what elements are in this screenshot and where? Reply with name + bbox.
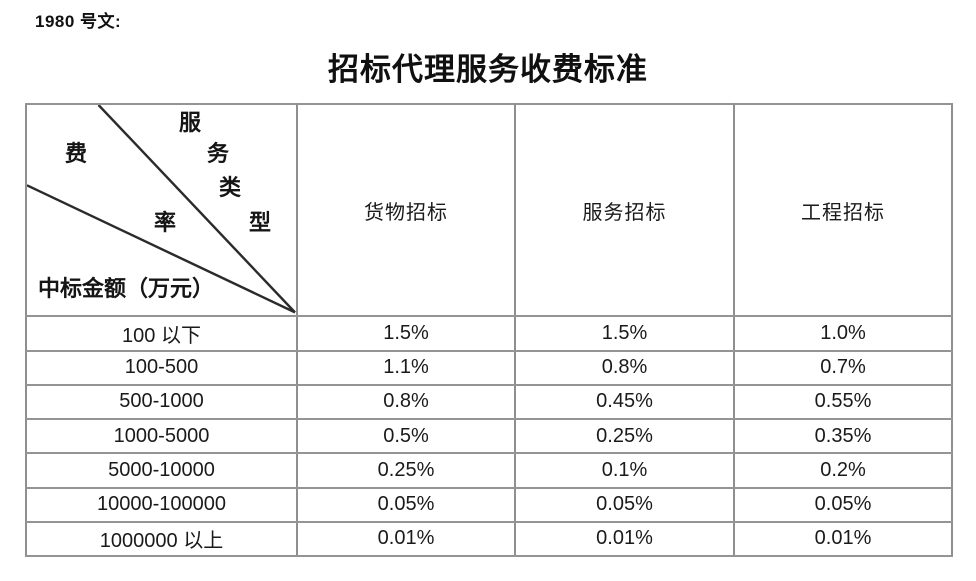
row-label: 5000-10000 [25,452,298,489]
rate-cell: 0.1% [514,452,735,489]
doc-ref: 1980 号文: [35,12,122,31]
row-label: 1000000 以上 [25,520,298,558]
corner-char-fu: 服 [179,110,202,135]
corner-char-wu: 务 [207,141,230,166]
rate-cell: 0.7% [733,349,953,386]
table-row: 100-500 1.1% 0.8% 0.7% [25,349,953,386]
rate-cell: 1.5% [296,315,516,352]
diagonal-line-upper [97,105,296,314]
rate-cell: 0.8% [514,349,735,386]
rate-cell: 0.35% [733,418,953,455]
rate-cell: 0.01% [296,520,516,558]
column-header-services: 服务招标 [514,102,735,318]
rate-cell: 0.45% [514,383,735,421]
row-label: 1000-5000 [25,418,298,455]
table-header-row: 费 服 务 类 率 型 中标金额（万元） 货物招标 服务招标 工程招标 [25,102,953,318]
fee-standard-table: 费 服 务 类 率 型 中标金额（万元） 货物招标 服务招标 工程招标 100 … [25,102,953,558]
diagonal-lines [27,105,296,314]
rate-cell: 0.2% [733,452,953,489]
corner-char-fei: 费 [65,141,88,166]
rate-cell: 1.5% [514,315,735,352]
rate-cell: 0.55% [733,383,953,421]
rate-cell: 0.8% [296,383,516,421]
rate-cell: 0.5% [296,418,516,455]
table-row: 10000-100000 0.05% 0.05% 0.05% [25,486,953,523]
rate-cell: 1.1% [296,349,516,386]
corner-char-lei: 类 [219,175,242,200]
table-row: 1000-5000 0.5% 0.25% 0.35% [25,418,953,455]
column-header-goods: 货物招标 [296,102,516,318]
corner-char-lv: 率 [154,210,177,235]
corner-char-xing: 型 [249,210,272,235]
rate-cell: 1.0% [733,315,953,352]
row-label: 100-500 [25,349,298,386]
diagonal-line-lower [27,184,296,314]
page-title: 招标代理服务收费标准 [328,52,648,87]
table-row: 5000-10000 0.25% 0.1% 0.2% [25,452,953,489]
column-header-engineering: 工程招标 [733,102,953,318]
row-label: 500-1000 [25,383,298,421]
rate-cell: 0.05% [296,486,516,523]
rate-cell: 0.05% [514,486,735,523]
row-label: 100 以下 [25,315,298,352]
table-row: 500-1000 0.8% 0.45% 0.55% [25,383,953,421]
rate-cell: 0.01% [733,520,953,558]
rate-cell: 0.05% [733,486,953,523]
rate-cell: 0.25% [296,452,516,489]
diagonal-corner-cell: 费 服 务 类 率 型 中标金额（万元） [25,102,298,318]
row-label: 10000-100000 [25,486,298,523]
corner-amount-label: 中标金额（万元） [38,276,215,301]
rate-cell: 0.25% [514,418,735,455]
table-row: 1000000 以上 0.01% 0.01% 0.01% [25,520,953,558]
rate-cell: 0.01% [514,520,735,558]
table-row: 100 以下 1.5% 1.5% 1.0% [25,315,953,352]
